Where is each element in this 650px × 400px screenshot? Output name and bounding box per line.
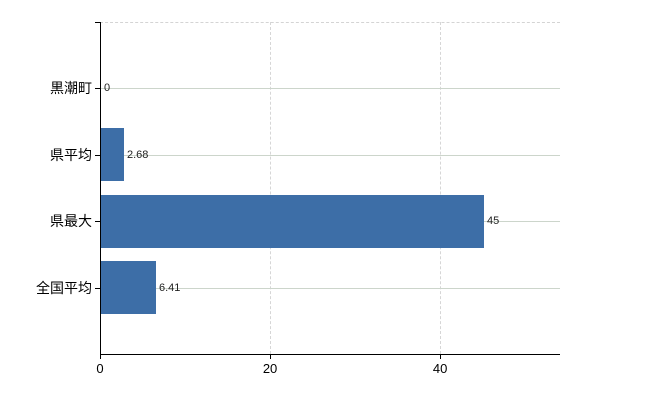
bar [101, 261, 156, 314]
x-axis-tick [440, 354, 442, 359]
x-axis-tick [270, 354, 272, 359]
y-axis-tick [95, 221, 100, 222]
value-label: 6.41 [159, 282, 181, 294]
category-gridline [101, 155, 560, 156]
x-axis-line [100, 354, 560, 355]
y-axis-line [100, 22, 101, 354]
x-tick-label: 20 [262, 361, 278, 376]
x-axis-tick [100, 354, 101, 359]
y-axis-tick [95, 155, 100, 156]
category-label: 県最大 [50, 213, 92, 229]
category-gridline [101, 88, 560, 89]
y-axis-top-tick [95, 22, 100, 23]
category-label: 全国平均 [36, 280, 92, 296]
x-tick-label: 40 [432, 361, 448, 376]
x-gridline [440, 22, 442, 354]
bar [101, 195, 484, 248]
category-label: 県平均 [50, 147, 92, 163]
y-axis-tick [95, 88, 100, 89]
x-gridline [270, 22, 272, 354]
x-tick-label: 0 [96, 361, 104, 376]
plot-top-border [100, 22, 560, 23]
y-axis-tick [95, 288, 100, 289]
bar [101, 128, 124, 181]
value-label: 0 [104, 82, 111, 94]
value-label: 45 [487, 215, 500, 227]
plot-area [100, 22, 560, 354]
category-gridline [101, 288, 560, 289]
category-label: 黒潮町 [50, 80, 92, 96]
value-label: 2.68 [127, 149, 149, 161]
